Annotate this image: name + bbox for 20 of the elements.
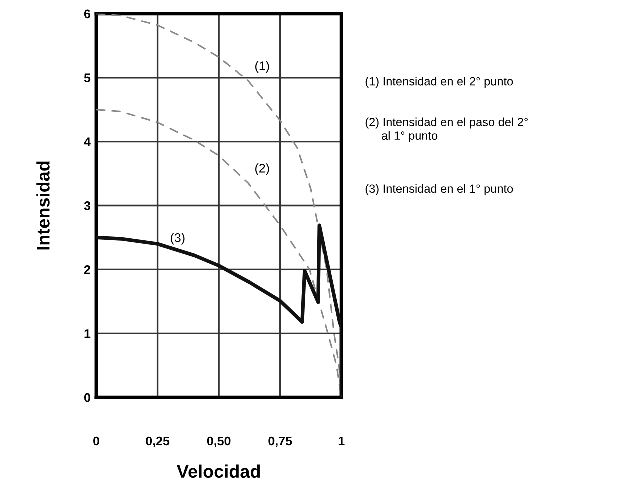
text: (3) Intensidad en el 1° punto xyxy=(366,184,514,196)
x-axis-title: Velocidad xyxy=(177,464,260,478)
x-tick-label: 0,25 xyxy=(146,436,170,448)
y-tick-label: 1 xyxy=(84,330,91,338)
text: (2) Intensidad en el paso del 2° al 1° punto xyxy=(366,118,528,142)
y-tick-label: 5 xyxy=(84,74,91,83)
y-tick-label: 4 xyxy=(84,138,91,146)
y-axis-title: Intensidad xyxy=(36,162,50,250)
y-tick-label: 0 xyxy=(84,393,90,402)
x-tick-label: 0,50 xyxy=(207,436,231,448)
x-tick-label: 0,75 xyxy=(268,436,292,448)
x-tick-label: 0 xyxy=(94,436,100,446)
y-tick-label: 2 xyxy=(84,266,90,274)
series-label: (1) xyxy=(256,61,270,73)
y-tick-label: 3 xyxy=(84,202,91,210)
series-label: (2) xyxy=(256,164,270,176)
y-tick-label: 6 xyxy=(84,10,91,19)
x-tick-label: 1 xyxy=(338,436,345,446)
text: (1) Intensidad en el 2° punto xyxy=(366,77,514,88)
series-label: (3) xyxy=(171,233,185,245)
